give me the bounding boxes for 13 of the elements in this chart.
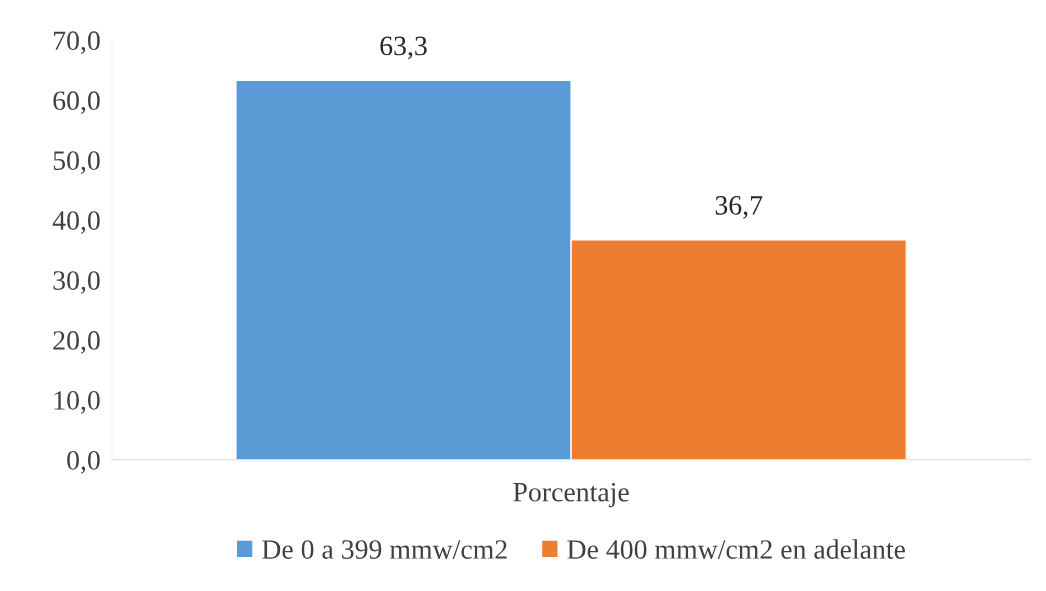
y-tick-label: 60,0	[53, 91, 100, 115]
legend-label: De 0 a 399 mmw/cm2	[262, 540, 507, 559]
y-tick-label: 70,0	[54, 31, 100, 55]
legend-label: De 400 mmw/cm2 en adelante	[567, 539, 905, 559]
y-tick-label: 20,0	[53, 331, 100, 354]
data-label: 63,3	[380, 36, 427, 60]
y-tick-label: 10,0	[54, 391, 100, 414]
x-tick-label: Porcentaje	[513, 482, 629, 508]
y-tick-label: 40,0	[52, 211, 100, 234]
y-tick-label: 50,0	[53, 151, 100, 174]
y-tick-label: 0,0	[67, 450, 100, 474]
data-label: 36,7	[715, 196, 763, 219]
y-tick-label: 30,0	[53, 271, 100, 294]
